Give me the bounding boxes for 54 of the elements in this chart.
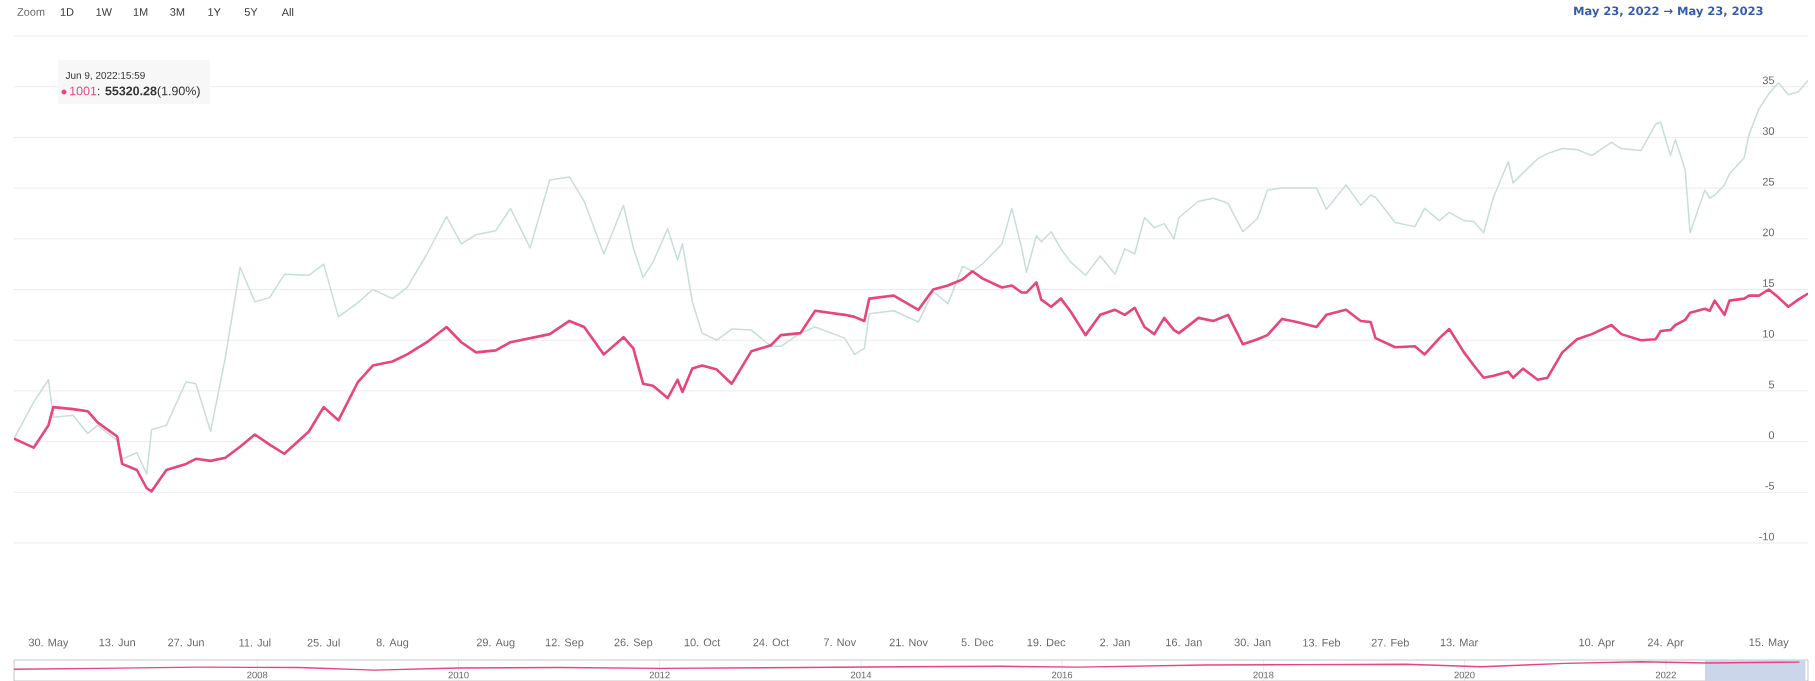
text: 3M	[170, 8, 185, 16]
y-tick-label: 30	[1762, 127, 1775, 135]
text: 1M	[133, 8, 148, 16]
x-tick-label: 24. Oct	[753, 638, 790, 647]
x-tick-label: 13. Mar	[1440, 638, 1478, 647]
x-tick-label: 7. Nov	[823, 638, 857, 647]
x-tick-label: 2018	[1253, 671, 1274, 679]
x-tick-label: 2008	[247, 671, 268, 679]
text: 1Y	[208, 8, 221, 16]
x-tick-label: 27. Jun	[168, 638, 204, 647]
x-tick-label: 29. Aug	[476, 638, 515, 649]
x-tick-label: 5. Dec	[961, 638, 994, 647]
annotation: : 55320.28(1.90%)	[98, 86, 200, 98]
x-tick-label: 10. Apr	[1579, 638, 1615, 649]
x-tick-label: 2016	[1052, 671, 1073, 679]
x-tick-label: 30. Jan	[1234, 638, 1271, 647]
x-tick-label: 11. Jul	[239, 638, 271, 647]
y-tick-label: -5	[1765, 482, 1775, 490]
x-tick-label: 25. Jul	[307, 638, 340, 647]
chart-subtitle: May 23, 2022 → May 23, 2023	[1574, 6, 1763, 18]
y-tick-label: 35	[1762, 76, 1775, 85]
y-tick-label: 25	[1762, 177, 1775, 186]
x-tick-label: 16. Jan	[1166, 638, 1202, 647]
x-tick-label: 8. Aug	[376, 638, 409, 649]
x-tick-label: 2010	[448, 671, 469, 679]
y-tick-label: -10	[1759, 532, 1775, 541]
x-tick-label: 19. Dec	[1027, 638, 1066, 647]
annotation: Jun 9, 2022:15:59	[65, 71, 145, 81]
x-tick-label: 13. Feb	[1303, 638, 1341, 647]
x-tick-label: 2012	[649, 671, 670, 679]
x-tick-label: 2020	[1454, 671, 1475, 679]
x-tick-label: 2022	[1655, 671, 1676, 679]
x-tick-label: 15. May	[1749, 638, 1789, 649]
y-tick-label: 10	[1763, 329, 1775, 338]
text: Zoom	[17, 8, 45, 16]
x-tick-label: 12. Sep	[545, 638, 584, 649]
x-tick-label: 2. Jan	[1100, 638, 1130, 647]
x-tick-label: 24. Apr	[1647, 638, 1684, 649]
x-tick-label: 13. Jun	[99, 638, 135, 647]
x-tick-label: 10. Oct	[684, 638, 721, 647]
x-tick-label: 30. May	[28, 638, 69, 649]
y-tick-label: 5	[1768, 380, 1775, 389]
y-tick-label: 0	[1768, 431, 1775, 440]
x-tick-label: 26. Sep	[614, 638, 653, 649]
text: All	[281, 8, 294, 16]
x-tick-label: 21. Nov	[889, 638, 928, 647]
text: 5Y	[244, 8, 258, 16]
x-tick-label: 2014	[850, 671, 872, 679]
x-tick-label: 27. Feb	[1371, 638, 1409, 647]
text: 1D	[60, 8, 74, 16]
legend-label: 1001	[70, 86, 97, 96]
y-tick-label: 15	[1763, 279, 1775, 287]
text: 1W	[96, 8, 112, 16]
y-tick-label: 20	[1762, 228, 1775, 237]
